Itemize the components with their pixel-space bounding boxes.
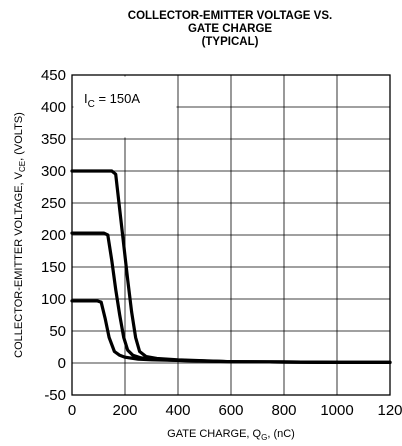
x-tick-label: 120 [377,402,402,419]
x-axis-label: GATE CHARGE, QG, (nC) [167,428,295,442]
y-axis-label: COLLECTOR-EMITTER VOLTAGE, VCE, (VOLTS) [13,112,27,358]
y-tick-label: 400 [41,99,66,116]
chart-title-line-1: COLLECTOR-EMITTER VOLTAGE VS. [127,10,333,22]
x-tick-label: 200 [112,402,137,419]
chart-title-line-3: (TYPICAL) [201,36,259,48]
y-tick-label: 200 [41,227,66,244]
y-tick-label: 150 [41,259,66,276]
x-tick-label: 600 [218,402,243,419]
y-tick-label: 50 [49,323,66,340]
y-tick-label: 300 [41,163,66,180]
series-line-3 [70,169,392,364]
chart-title-line-2: GATE CHARGE [187,23,273,35]
x-tick-labels: 0 200 400 600 800 1000 120 [68,402,402,419]
x-tick-label: 0 [68,402,76,419]
y-tick-label: 350 [41,131,66,148]
ic-annotation: IC = 150A [84,91,140,110]
y-tick-labels: -50 0 50 100 150 200 250 300 350 400 450 [41,67,66,404]
x-tick-label: 1000 [320,402,353,419]
y-tick-label: 450 [41,67,66,84]
plot-frame [71,74,391,396]
y-tick-label: 100 [41,291,66,308]
x-tick-label: 800 [271,402,296,419]
y-tick-label: 0 [58,355,66,372]
annotation-box [73,76,177,138]
series-layer [70,169,392,364]
x-tick-label: 400 [165,402,190,419]
y-tick-label: 250 [41,195,66,212]
y-tick-label: -50 [44,387,66,404]
